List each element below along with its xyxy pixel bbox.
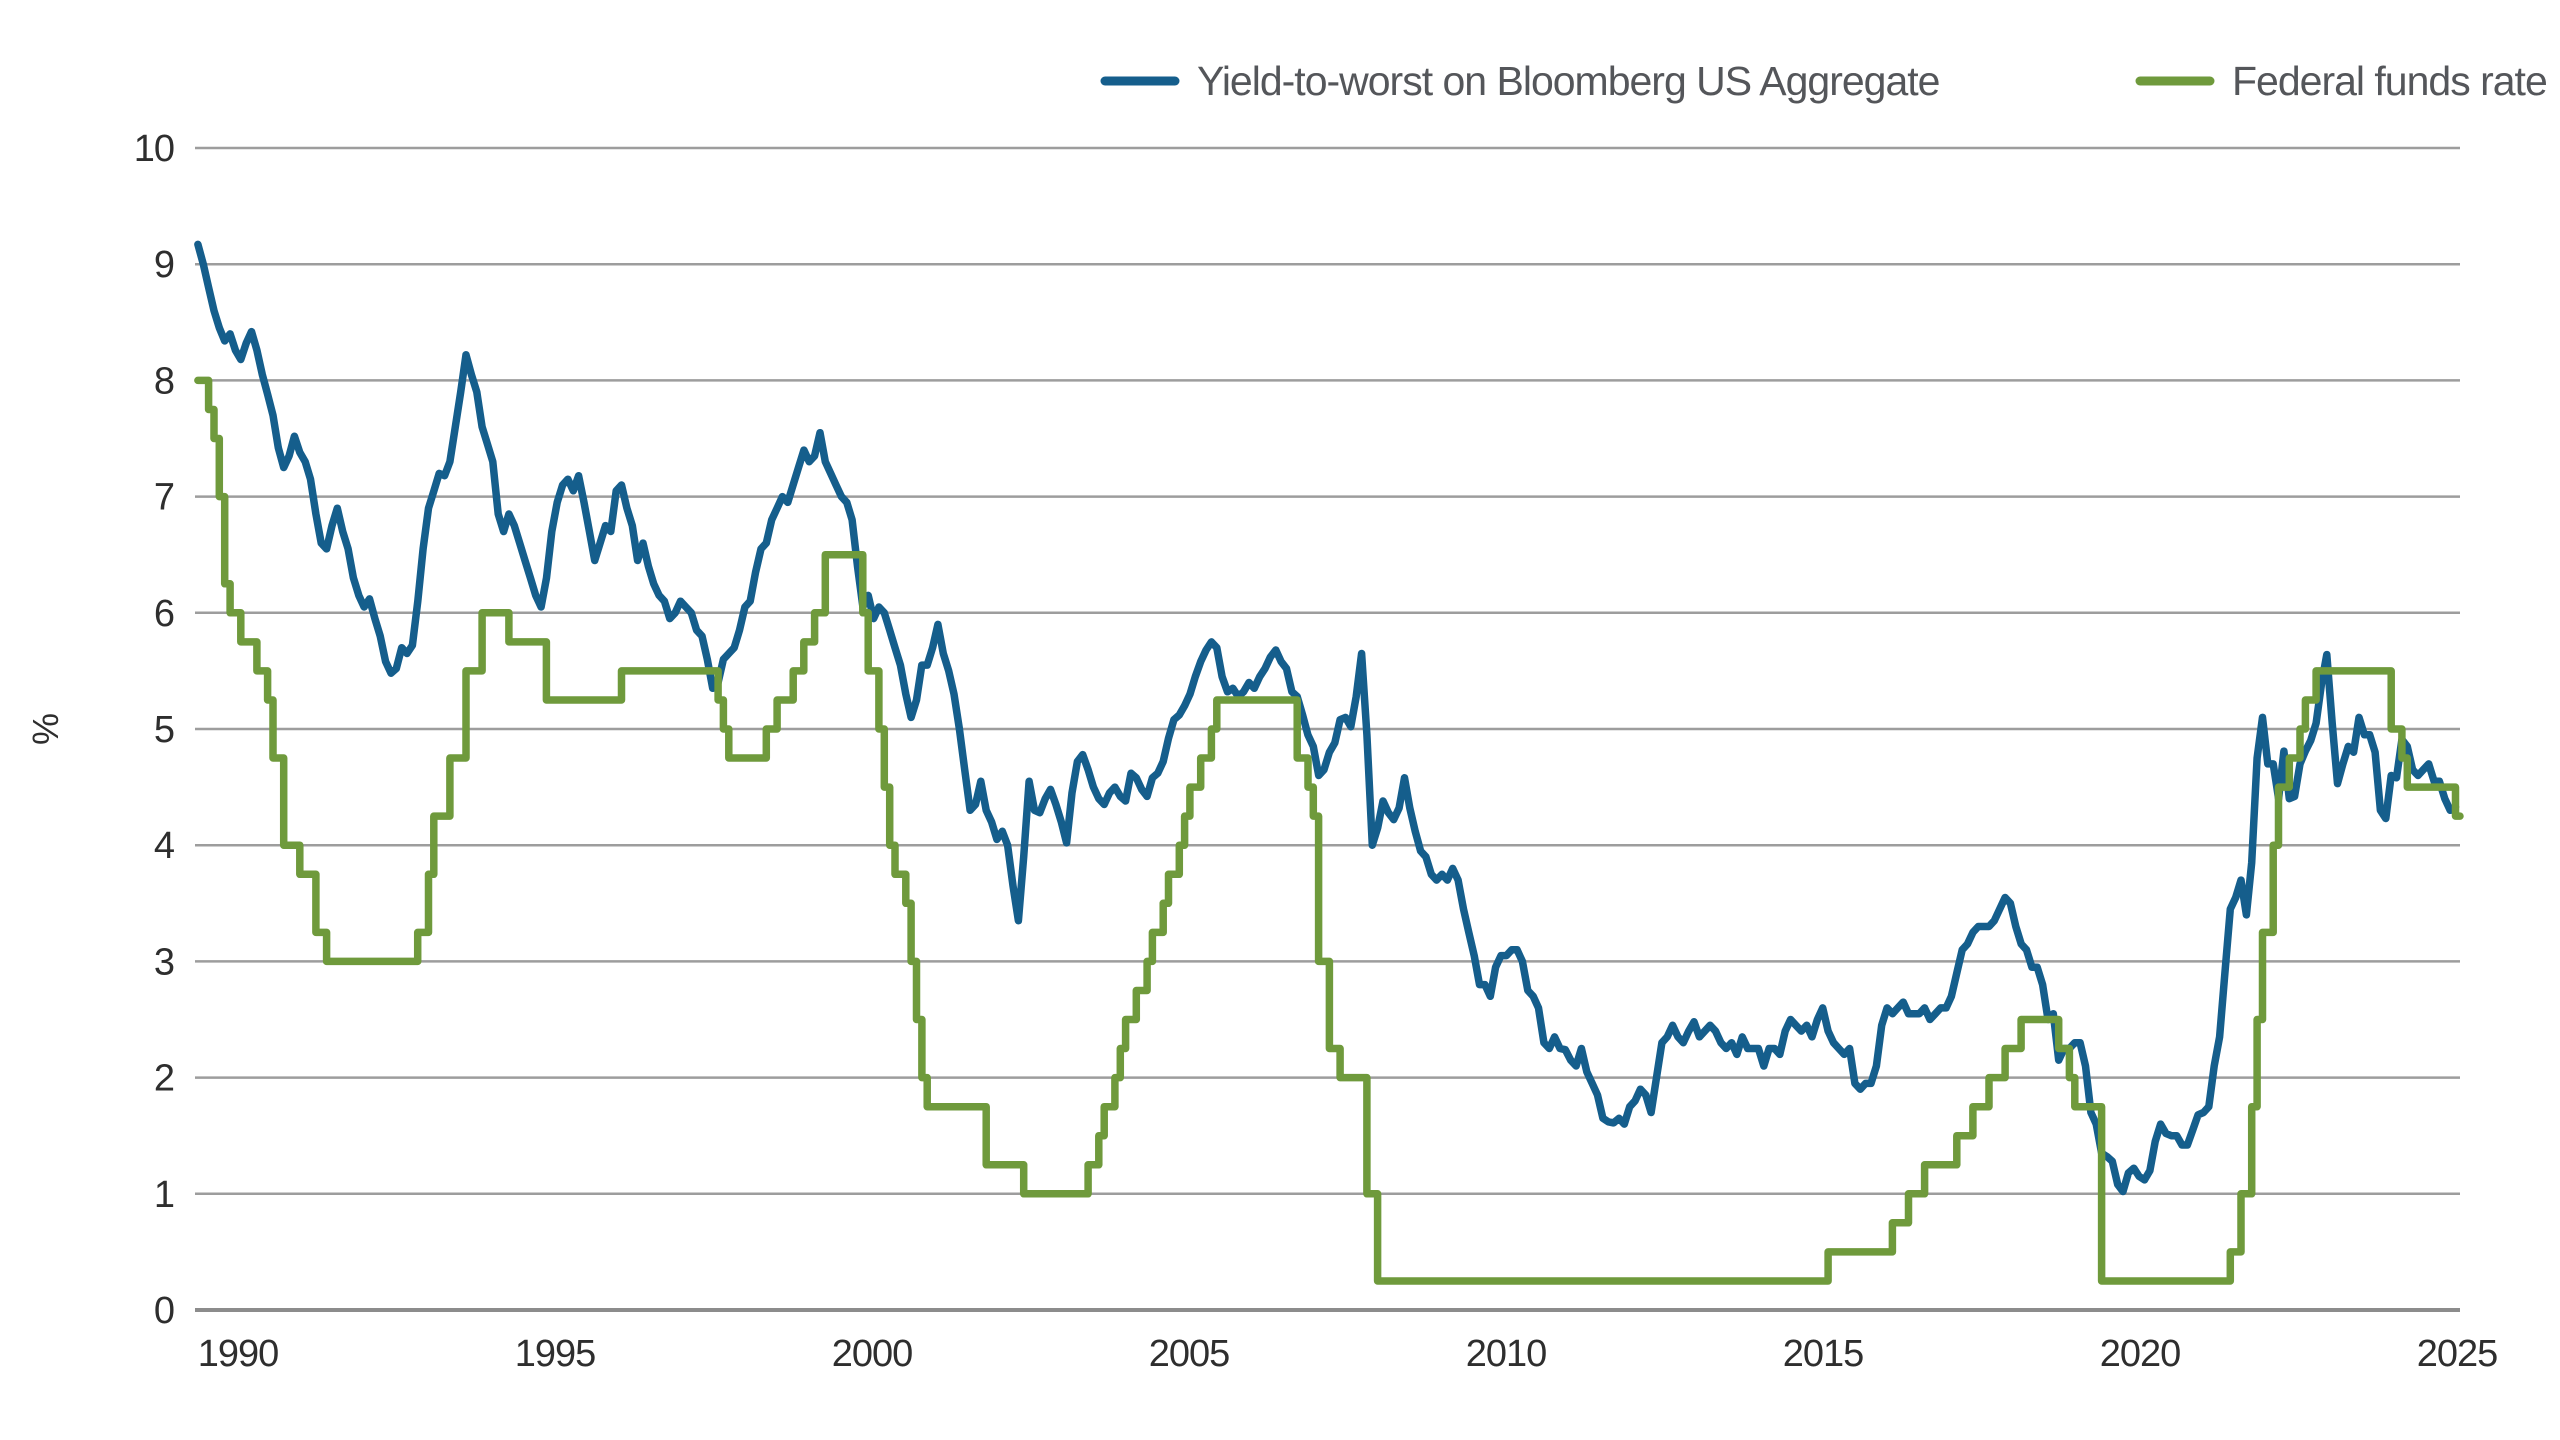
x-axis-tick-label: 2010 — [1466, 1333, 1547, 1375]
y-axis-title: % — [25, 713, 66, 745]
y-axis-tick-label: 1 — [154, 1174, 174, 1216]
y-axis-tick-label: 7 — [154, 477, 174, 519]
x-axis-tick-label: 1995 — [515, 1333, 596, 1375]
y-axis-tick-label: 10 — [134, 128, 174, 170]
x-axis-tick-label: 1990 — [198, 1333, 279, 1375]
axis-layer: 0 1 2 3 4 5 6 7 8 9 10% 1990 1995 2000 2005 2010 2015 202… — [25, 128, 2498, 1375]
legend: Yield-to-worst on Bloomberg US Aggregate… — [1100, 58, 2548, 104]
x-axis-tick-label: 2025 — [2417, 1333, 2498, 1375]
y-axis-tick-label: 2 — [154, 1058, 174, 1100]
x-axis-tick-label: 2005 — [1149, 1333, 1230, 1375]
series-line-fed-funds — [194, 376, 2464, 1285]
legend-item-label: Federal funds rate — [2232, 58, 2547, 104]
legend-item: Federal funds rate — [2135, 58, 2548, 104]
legend-item-label: Yield-to-worst on Bloomberg US Aggregate — [1197, 58, 1939, 104]
y-axis-tick-label: 5 — [154, 709, 174, 751]
y-axis-tick-label: 8 — [154, 360, 174, 402]
x-axis-tick-label: 2015 — [1783, 1333, 1864, 1375]
series-line-yield-to-worst — [194, 240, 2460, 1196]
x-axis-tick-label: 2020 — [2100, 1333, 2181, 1375]
grid-layer — [195, 146, 2460, 1312]
y-axis-tick-label: 6 — [154, 593, 174, 635]
y-axis-tick-label: 3 — [154, 941, 174, 983]
legend-item: Yield-to-worst on Bloomberg US Aggregate — [1100, 58, 1940, 104]
series-layer — [194, 240, 2464, 1285]
x-axis-tick-label: 2000 — [832, 1333, 913, 1375]
y-axis-tick-label: 4 — [154, 825, 175, 867]
y-axis-tick-label: 0 — [154, 1290, 174, 1332]
y-axis-tick-label: 9 — [154, 244, 174, 286]
